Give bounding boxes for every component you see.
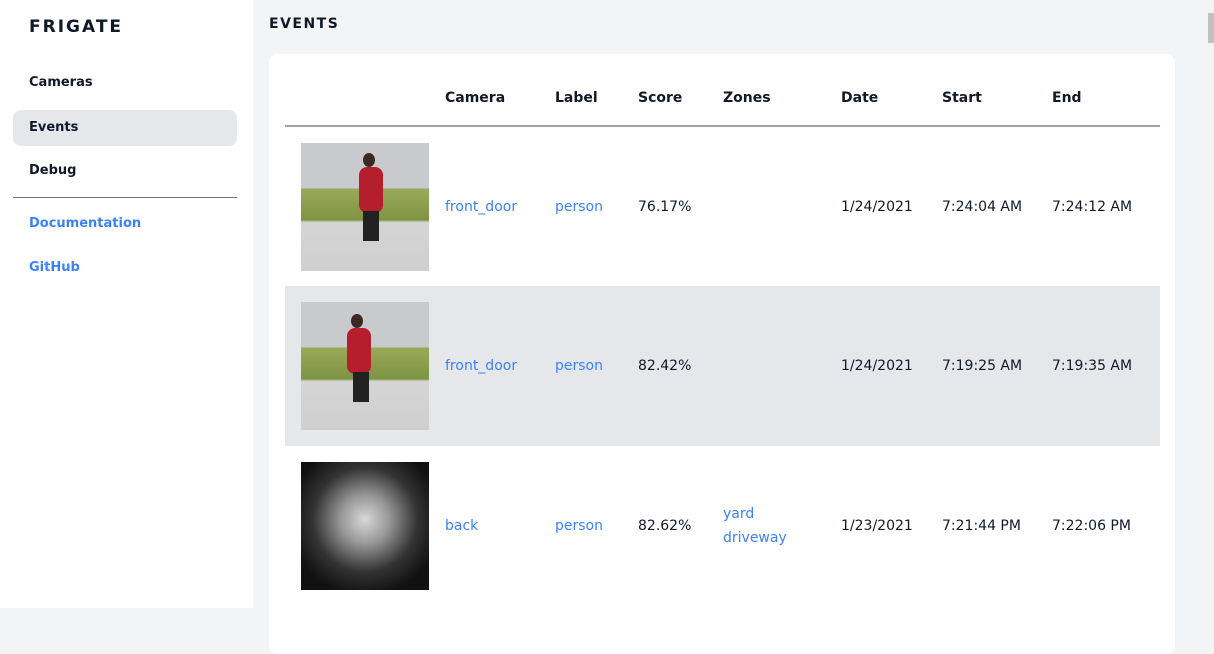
sidebar: FRIGATE Cameras Events Debug Documentati…	[0, 0, 253, 608]
brand-logo[interactable]: FRIGATE	[29, 17, 124, 37]
event-thumbnail[interactable]	[301, 302, 429, 430]
table-row[interactable]: back person 82.62% yard driveway 1/23/202…	[285, 446, 1160, 606]
zones	[723, 286, 841, 446]
header-thumbnail	[285, 70, 445, 127]
link-documentation[interactable]: Documentation	[29, 216, 142, 231]
scrollbar[interactable]	[1205, 0, 1214, 608]
zone-link[interactable]: driveway	[723, 530, 787, 546]
start-time: 7:21:44 PM	[942, 518, 1021, 534]
start-time: 7:24:04 AM	[942, 198, 1023, 215]
header-label: Label	[555, 70, 638, 127]
events-card: Camera Label Score Zones Date Start End …	[269, 54, 1175, 654]
zones	[723, 126, 841, 286]
camera-link[interactable]: back	[445, 518, 479, 534]
score: 82.62%	[638, 518, 692, 534]
date: 1/23/2021	[841, 518, 913, 534]
header-end: End	[1052, 70, 1160, 127]
sidebar-item-events[interactable]: Events	[13, 110, 237, 146]
sidebar-item-debug[interactable]: Debug	[29, 163, 77, 178]
date: 1/24/2021	[841, 286, 942, 446]
header-zones: Zones	[723, 70, 841, 127]
page-title: EVENTS	[269, 16, 340, 32]
header-camera: Camera	[445, 70, 555, 127]
date: 1/24/2021	[841, 198, 913, 215]
header-start: Start	[942, 70, 1052, 127]
label-link[interactable]: person	[555, 198, 603, 215]
header-score: Score	[638, 70, 723, 127]
score: 76.17%	[638, 198, 692, 215]
end-time: 7:22:06 PM	[1052, 518, 1131, 534]
event-thumbnail[interactable]	[301, 462, 429, 590]
sidebar-divider	[13, 197, 237, 198]
event-thumbnail[interactable]	[301, 142, 429, 271]
end-time: 7:19:35 AM	[1052, 286, 1160, 446]
score: 82.42%	[638, 286, 723, 446]
zone-link[interactable]: yard	[723, 506, 755, 522]
camera-link[interactable]: front_door	[445, 358, 518, 374]
label-link[interactable]: person	[555, 358, 603, 374]
sidebar-item-cameras[interactable]: Cameras	[29, 75, 93, 90]
table-row[interactable]: front_door person 76.17% 1/24/2021 7:24:…	[285, 126, 1160, 286]
scrollbar-thumb[interactable]	[1208, 13, 1214, 43]
end-time: 7:24:12 AM	[1052, 198, 1133, 215]
link-github[interactable]: GitHub	[29, 260, 80, 275]
label-link[interactable]: person	[555, 518, 603, 534]
header-date: Date	[841, 70, 942, 127]
start-time: 7:19:25 AM	[942, 286, 1052, 446]
table-header: Camera Label Score Zones Date Start End	[285, 70, 1160, 127]
events-table: Camera Label Score Zones Date Start End …	[285, 70, 1160, 606]
table-row[interactable]: front_door person 82.42% 1/24/2021 7:19:…	[285, 286, 1160, 446]
camera-link[interactable]: front_door	[445, 198, 518, 215]
